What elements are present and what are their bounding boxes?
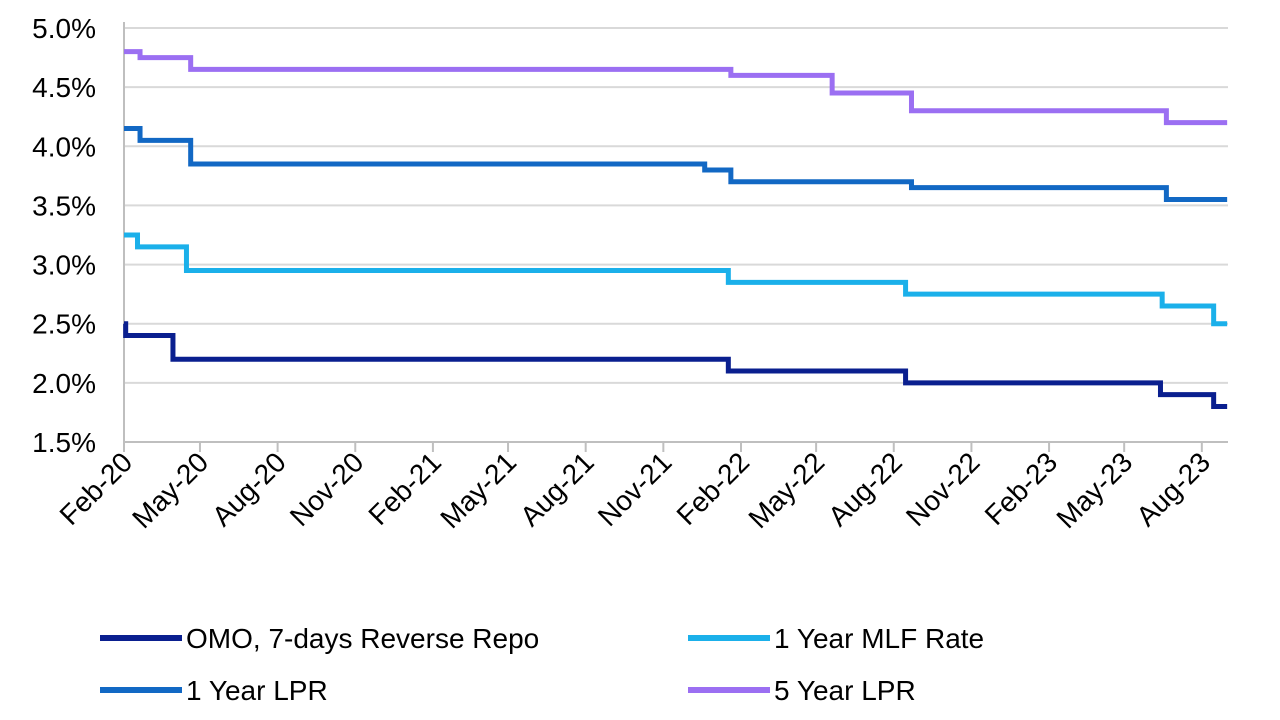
series-line-2 xyxy=(124,232,1228,327)
y-tick-label: 4.5% xyxy=(32,72,96,103)
x-tick-label: May-21 xyxy=(434,446,522,534)
x-axis: Feb-20May-20Aug-20Nov-20Feb-21May-21Aug-… xyxy=(54,441,1228,534)
x-tick-label: May-20 xyxy=(126,446,214,534)
x-tick-label: May-22 xyxy=(742,446,830,534)
series-line-1 xyxy=(123,321,1228,410)
legend-label: 1 Year LPR xyxy=(186,675,328,706)
x-tick-label: Nov-22 xyxy=(900,446,986,532)
x-tick-label: Feb-20 xyxy=(54,446,139,531)
x-tick-label: Aug-22 xyxy=(822,446,908,532)
y-tick-label: 3.5% xyxy=(32,190,96,221)
legend-label: 5 Year LPR xyxy=(774,675,916,706)
series-line-4 xyxy=(124,49,1228,126)
x-tick-label: May-23 xyxy=(1050,446,1138,534)
y-tick-label: 3.0% xyxy=(32,250,96,281)
y-tick-label: 1.5% xyxy=(32,427,96,458)
x-tick-label: Nov-21 xyxy=(592,446,678,532)
y-axis: 1.5% 2.0% 2.5% 3.0% 3.5% 4.0% 4.5% 5.0% xyxy=(32,13,125,458)
x-tick-label: Feb-21 xyxy=(363,446,448,531)
y-tick-label: 2.0% xyxy=(32,368,96,399)
series-line-3 xyxy=(124,126,1228,203)
y-tick-label: 5.0% xyxy=(32,13,96,44)
plot-area xyxy=(123,49,1228,410)
gridlines xyxy=(124,27,1228,384)
x-tick-label: Nov-20 xyxy=(284,446,370,532)
y-tick-label: 4.0% xyxy=(32,131,96,162)
x-tick-label: Aug-20 xyxy=(206,446,292,532)
x-tick-label: Feb-23 xyxy=(979,446,1064,531)
legend-label: OMO, 7-days Reverse Repo xyxy=(186,623,539,654)
y-tick-label: 2.5% xyxy=(32,309,96,340)
legend: OMO, 7-days Reverse Repo 1 Year MLF Rate 1… xyxy=(100,623,984,706)
x-tick-label: Aug-23 xyxy=(1130,446,1216,532)
x-tick-label: Aug-21 xyxy=(514,446,600,532)
legend-label: 1 Year MLF Rate xyxy=(774,623,984,654)
x-tick-label: Feb-22 xyxy=(671,446,756,531)
